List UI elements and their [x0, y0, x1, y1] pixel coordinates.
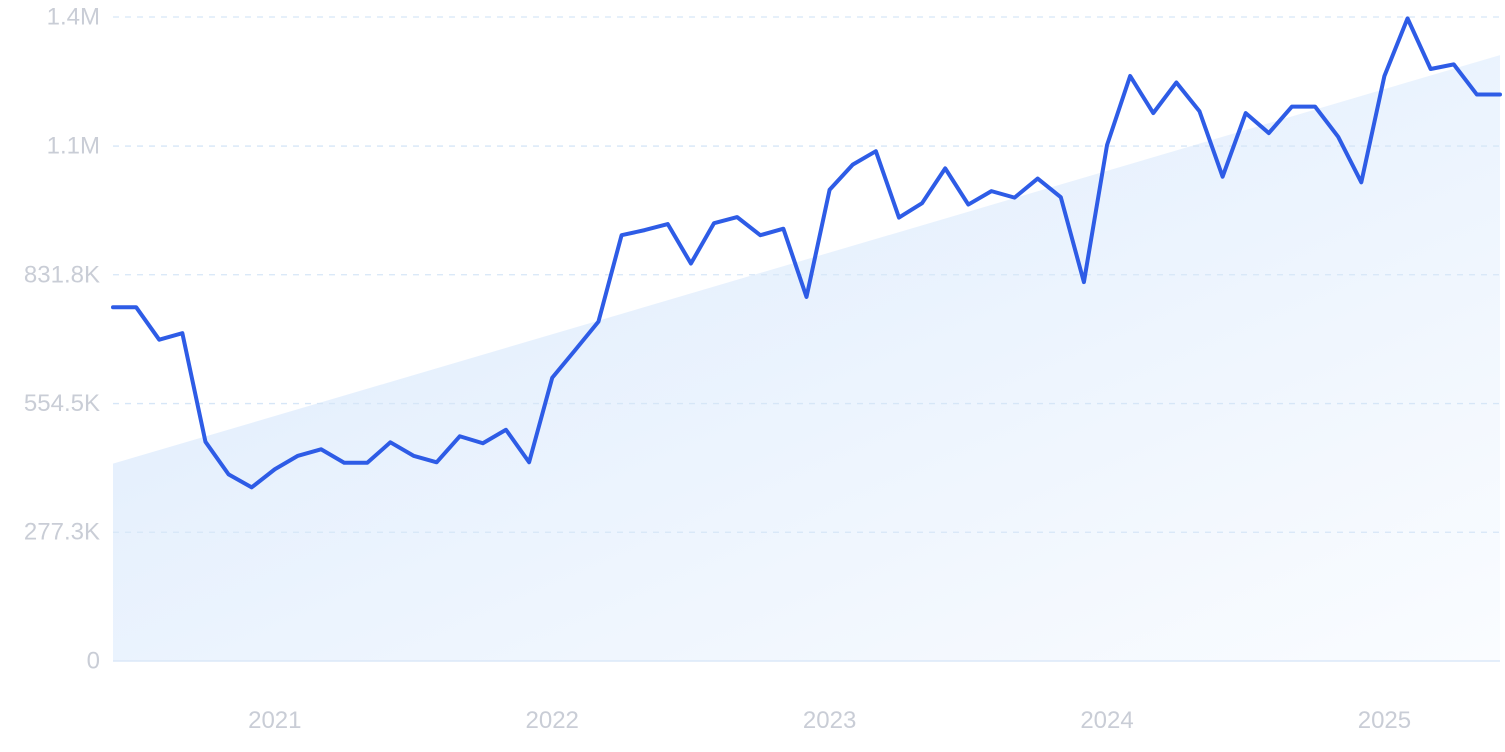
series-layer — [111, 16, 1502, 490]
y-tick-label: 0 — [87, 648, 100, 675]
x-tick-label: 2023 — [803, 707, 856, 734]
y-tick-label: 554.5K — [24, 390, 100, 417]
y-tick-label: 831.8K — [24, 261, 100, 288]
y-tick-label: 1.1M — [47, 133, 100, 160]
y-axis: 0 277.3K 554.5K 831.8K 1.1M 1.4M — [24, 4, 100, 675]
x-axis: 2021 2022 2023 2024 2025 — [248, 707, 1411, 734]
x-tick-label: 2024 — [1080, 707, 1133, 734]
x-tick-label: 2021 — [248, 707, 301, 734]
trend-area-layer — [113, 55, 1500, 661]
x-tick-label: 2025 — [1358, 707, 1411, 734]
grid-layer — [113, 16, 1500, 662]
y-tick-label: 277.3K — [24, 519, 100, 546]
trend-area — [113, 55, 1500, 661]
x-tick-label: 2022 — [526, 707, 579, 734]
y-tick-label: 1.4M — [47, 4, 100, 31]
series-line — [111, 16, 1502, 490]
